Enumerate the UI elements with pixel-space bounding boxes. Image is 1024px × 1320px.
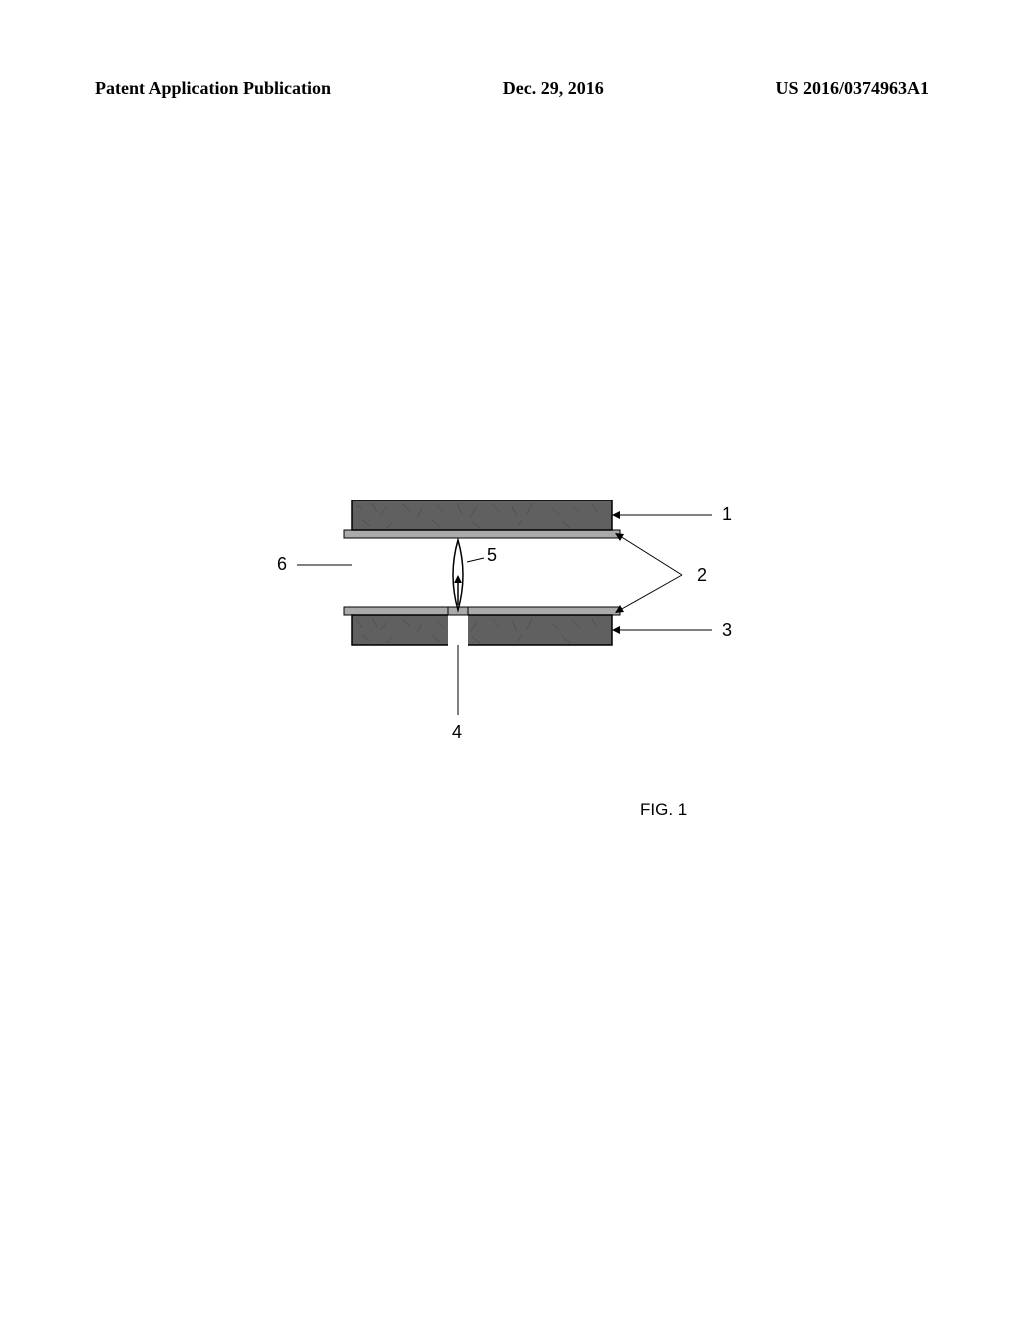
callout-3: 3 (722, 620, 732, 641)
callout-6: 6 (277, 554, 287, 575)
figure-caption: FIG. 1 (640, 800, 687, 820)
figure-1-container: 1 2 3 4 5 6 (262, 500, 762, 820)
callout-2: 2 (697, 565, 707, 586)
callout-1: 1 (722, 504, 732, 525)
callout-4: 4 (452, 722, 462, 743)
header-publication: Patent Application Publication (95, 78, 331, 99)
header-patent-number: US 2016/0374963A1 (775, 78, 929, 99)
figure-1-diagram (262, 500, 762, 820)
callout-5: 5 (487, 545, 497, 566)
header-date: Dec. 29, 2016 (503, 78, 604, 99)
